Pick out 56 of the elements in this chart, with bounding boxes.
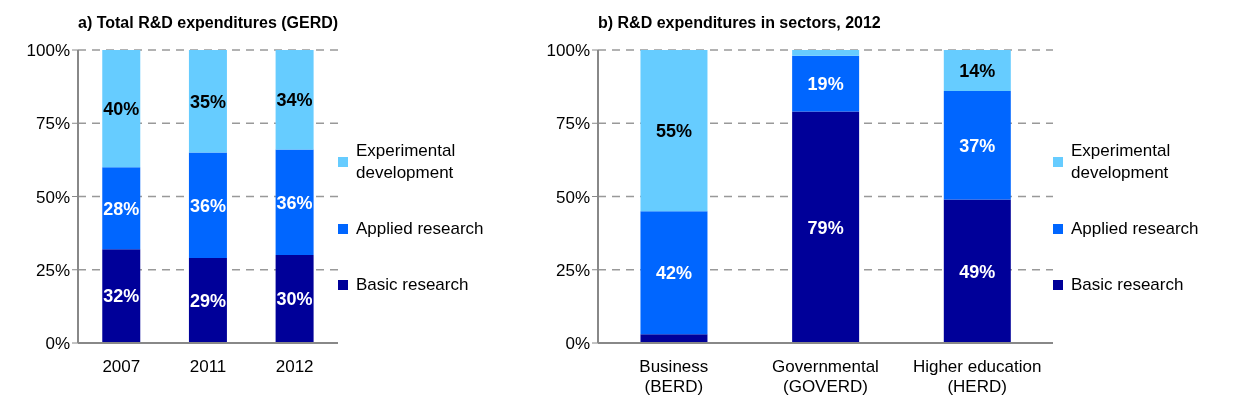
data-label: 36% bbox=[276, 192, 313, 213]
chart-title: a) Total R&D expenditures (GERD) bbox=[77, 13, 340, 33]
legend-label: Applied research bbox=[1071, 218, 1199, 240]
bar bbox=[188, 152, 227, 259]
legend-label: Basic research bbox=[1071, 274, 1184, 296]
data-label: 14% bbox=[959, 60, 996, 81]
y-tick-label: 25% bbox=[555, 260, 590, 280]
x-tick-label: 2007 bbox=[102, 357, 141, 377]
chart-title: b) R&D expenditures in sectors, 2012 bbox=[597, 13, 882, 33]
y-tick-label: 50% bbox=[35, 187, 70, 207]
legend-label: Experimental development bbox=[356, 140, 457, 184]
data-label: 42% bbox=[655, 262, 692, 283]
y-tick-label: 25% bbox=[35, 260, 70, 280]
data-label: 28% bbox=[103, 198, 140, 219]
bar bbox=[792, 50, 860, 56]
bar bbox=[792, 55, 860, 112]
bar bbox=[943, 199, 1011, 343]
x-tick-label: Higher education (HERD) bbox=[912, 357, 1042, 396]
data-label: 49% bbox=[959, 261, 996, 282]
data-label: 36% bbox=[189, 195, 226, 216]
x-tick-label: Business (BERD) bbox=[639, 357, 709, 396]
y-tick-label: 50% bbox=[555, 187, 590, 207]
bar bbox=[275, 50, 314, 150]
data-label: 55% bbox=[655, 120, 692, 141]
legend-label: Applied research bbox=[356, 218, 484, 240]
y-tick-label: 100% bbox=[26, 41, 70, 61]
y-tick-label: 75% bbox=[35, 114, 70, 134]
x-tick-label: 2012 bbox=[275, 357, 314, 377]
data-label: 30% bbox=[276, 289, 313, 310]
data-label: 29% bbox=[189, 290, 226, 311]
data-label: 35% bbox=[189, 91, 226, 112]
bar bbox=[943, 91, 1011, 200]
data-label: 19% bbox=[807, 73, 844, 94]
y-tick-label: 0% bbox=[565, 334, 590, 354]
y-tick-label: 0% bbox=[45, 334, 70, 354]
bar bbox=[102, 50, 141, 168]
bar bbox=[943, 50, 1011, 92]
legend-label: Basic research bbox=[356, 274, 469, 296]
data-label: 32% bbox=[103, 286, 140, 307]
bar bbox=[640, 211, 708, 335]
bar bbox=[275, 255, 314, 343]
bar bbox=[792, 111, 860, 343]
data-label: 37% bbox=[959, 135, 996, 156]
bar bbox=[640, 50, 708, 212]
x-tick-label: 2011 bbox=[189, 357, 227, 377]
bar bbox=[188, 50, 227, 153]
x-tick-label: Governmental (GOVERD) bbox=[772, 357, 879, 396]
bar bbox=[275, 149, 314, 256]
y-tick-label: 75% bbox=[555, 114, 590, 134]
legend-label: Experimental development bbox=[1071, 140, 1172, 184]
y-tick-label: 100% bbox=[546, 41, 590, 61]
bar bbox=[102, 249, 141, 343]
data-label: 34% bbox=[276, 90, 313, 111]
bar bbox=[640, 334, 708, 343]
data-label: 79% bbox=[807, 217, 844, 238]
data-label: 40% bbox=[103, 98, 140, 119]
